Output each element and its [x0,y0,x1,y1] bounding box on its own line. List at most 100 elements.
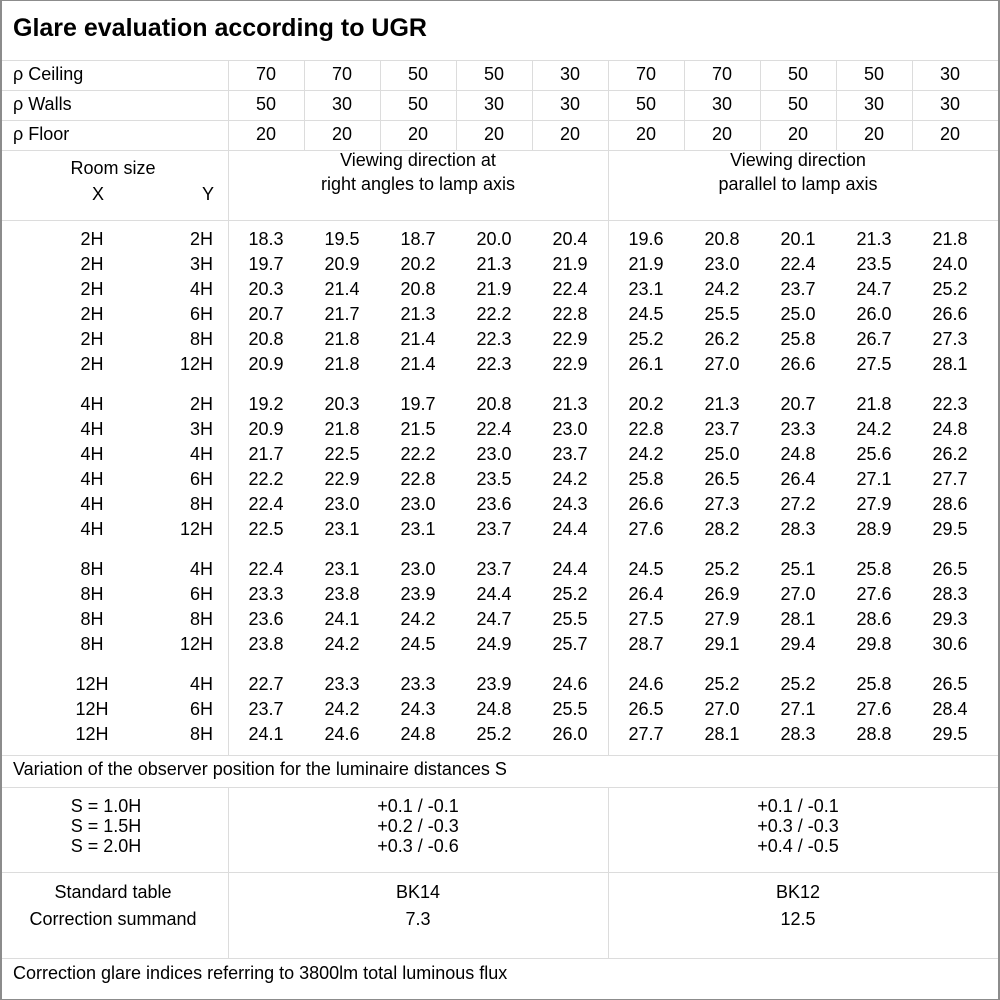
room-x: 4H [80,469,104,489]
correction-summand-parallel: 12.5 [780,909,816,929]
room-y: 12H [179,519,213,539]
ugr-value: 23.6 [248,609,284,629]
ugr-value: 21.8 [324,354,360,374]
ugr-value: 23.9 [400,584,436,604]
correction-summand-label: Correction summand [29,909,197,929]
ugr-value: 24.2 [552,469,588,489]
ugr-value: 22.2 [400,444,436,464]
ugr-value: 29.8 [856,634,892,654]
room-x: 4H [80,394,104,414]
room-y: 8H [189,329,213,349]
ugr-value: 25.5 [552,609,588,629]
ugr-value: 22.7 [248,674,284,694]
reflectance-value: 70 [711,64,733,84]
room-y: 4H [189,559,213,579]
ugr-value: 27.6 [628,519,664,539]
ugr-value: 21.3 [704,394,740,414]
divider-line [2,872,998,873]
ugr-value: 26.5 [628,699,664,719]
variation-right: +0.2 / -0.3 [377,816,459,836]
ugr-value: 25.2 [780,674,816,694]
room-y: 6H [189,699,213,719]
room-y: 12H [179,354,213,374]
reflectance-value: 70 [635,64,657,84]
room-x: 2H [80,329,104,349]
ugr-value: 20.9 [248,354,284,374]
divider-line [2,755,998,756]
ugr-value: 25.0 [704,444,740,464]
variation-s: S = 1.0H [70,796,142,816]
ugr-value: 22.3 [932,394,968,414]
ugr-value: 21.5 [400,419,436,439]
room-x: 8H [80,559,104,579]
ugr-value: 20.9 [324,254,360,274]
variation-right: +0.1 / -0.1 [377,796,459,816]
ugr-value: 25.2 [552,584,588,604]
reflectance-label: ρ Walls [13,94,72,114]
divider-line [456,60,457,150]
header-line: parallel to lamp axis [718,174,878,194]
ugr-value: 24.3 [400,699,436,719]
standard-table-label: Standard table [54,882,172,902]
ugr-value: 24.7 [856,279,892,299]
ugr-value: 24.5 [628,559,664,579]
reflectance-value: 30 [559,64,581,84]
ugr-value: 28.3 [932,584,968,604]
ugr-value: 28.1 [780,609,816,629]
reflectance-value: 30 [939,64,961,84]
divider-line [684,60,685,150]
reflectance-value: 30 [331,94,353,114]
room-y: 8H [189,494,213,514]
ugr-value: 23.5 [476,469,512,489]
ugr-value: 28.9 [856,519,892,539]
ugr-value: 21.4 [400,329,436,349]
ugr-value: 23.3 [400,674,436,694]
ugr-value: 23.7 [780,279,816,299]
correction-summand-right: 7.3 [405,909,431,929]
ugr-value: 21.7 [248,444,284,464]
ugr-value: 25.5 [704,304,740,324]
ugr-value: 30.6 [932,634,968,654]
room-x: 12H [75,724,109,744]
reflectance-value: 20 [407,124,429,144]
ugr-value: 23.7 [704,419,740,439]
ugr-value: 22.4 [476,419,512,439]
ugr-value: 20.8 [476,394,512,414]
ugr-value: 25.5 [552,699,588,719]
room-x: 4H [80,444,104,464]
ugr-value: 28.1 [932,354,968,374]
footer-note: Correction glare indices referring to 38… [13,963,508,983]
ugr-value: 21.9 [628,254,664,274]
ugr-value: 24.6 [552,674,588,694]
divider-line [380,60,381,150]
ugr-value: 27.7 [932,469,968,489]
reflectance-value: 20 [787,124,809,144]
room-y: 12H [179,634,213,654]
reflectance-value: 50 [863,64,885,84]
divider-line [228,60,229,755]
ugr-value: 26.5 [932,559,968,579]
ugr-value: 24.1 [324,609,360,629]
ugr-value: 22.8 [400,469,436,489]
divider-line [228,787,229,958]
ugr-value: 26.6 [628,494,664,514]
ugr-value: 23.8 [248,634,284,654]
room-x: 2H [80,354,104,374]
ugr-value: 21.3 [476,254,512,274]
reflectance-value: 20 [483,124,505,144]
ugr-value: 22.4 [248,559,284,579]
ugr-value: 26.4 [628,584,664,604]
ugr-value: 22.3 [476,354,512,374]
ugr-value: 28.3 [780,724,816,744]
room-y: 8H [189,724,213,744]
ugr-value: 28.4 [932,699,968,719]
ugr-value: 24.7 [476,609,512,629]
header-line: right angles to lamp axis [320,174,516,194]
ugr-value: 24.5 [628,304,664,324]
ugr-value: 23.3 [248,584,284,604]
room-y: 4H [189,279,213,299]
ugr-value: 21.8 [324,329,360,349]
ugr-value: 21.3 [552,394,588,414]
reflectance-label: ρ Ceiling [13,64,84,84]
reflectance-value: 30 [483,94,505,114]
